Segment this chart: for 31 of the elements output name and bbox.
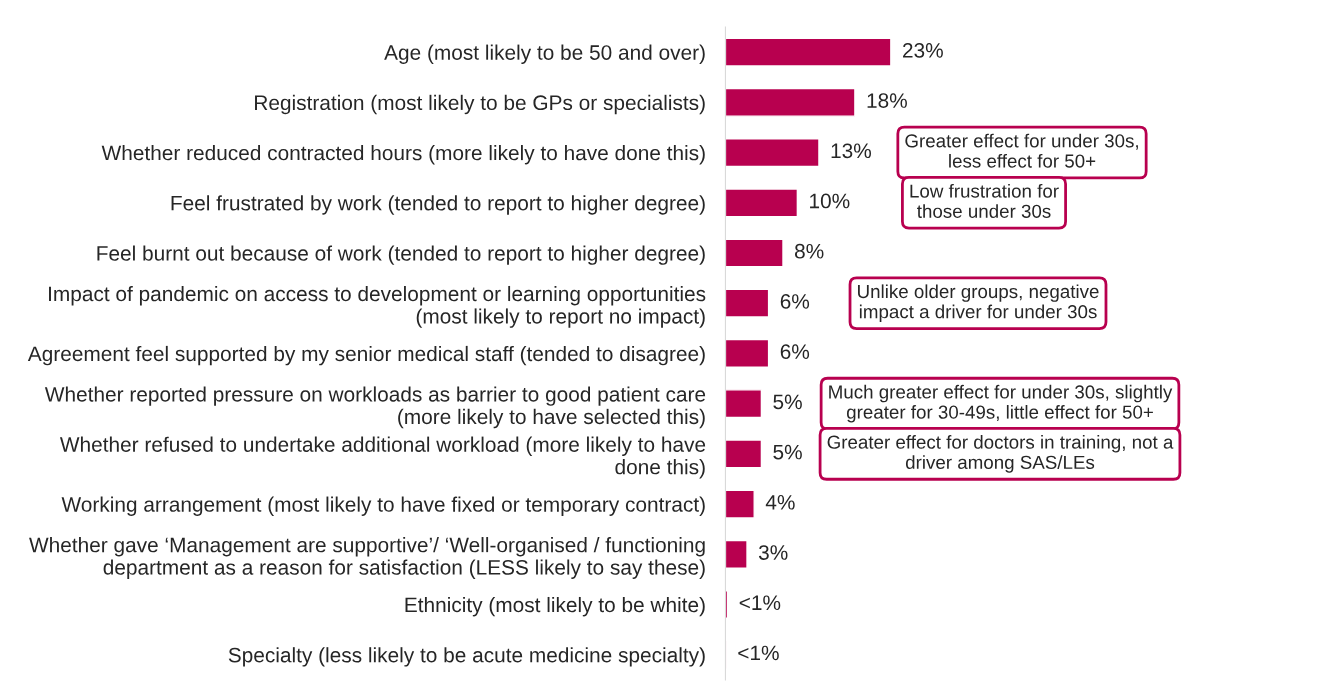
- y-tick-label: Agreement feel supported by my senior medical staff (tended to disagree): [27, 345, 705, 366]
- annotation: Much greater effect for under 30s, slightly greater for 30-49s, little effect for 50+: [829, 384, 1173, 423]
- data-label: 10%: [810, 193, 850, 209]
- annotation: Unlike older groups, negative impact a driver for under 30s: [858, 284, 1099, 323]
- y-tick-label: Age (most likely to be 50 and over): [384, 44, 705, 65]
- y-tick-label: Ethnicity (most likely to be white): [405, 596, 705, 617]
- y-tick-label: Feel frustrated by work (tended to report to higher degree): [171, 195, 705, 215]
- y-tick-label: Working arrangement (most likely to have fixed or temporary contract): [61, 496, 705, 516]
- data-label: 8%: [795, 243, 824, 259]
- data-label: 6%: [780, 344, 810, 360]
- text: Greater effect for under 30s, less effect for 50+: [905, 133, 1138, 168]
- y-tick-label: Whether refused to undertake additional workload (more likely to have done this): [59, 436, 706, 479]
- data-label: 6%: [780, 294, 810, 309]
- data-label: 4%: [765, 495, 795, 510]
- annotation: Greater effect for doctors in training, not a driver among SAS/LEs: [827, 435, 1174, 473]
- data-label: <1%: [739, 595, 781, 611]
- y-tick-label: Registration (most likely to be GPs or specialists): [255, 94, 705, 115]
- y-tick-label: Specialty (less likely to be acute medicine specialty): [228, 647, 705, 667]
- data-label: <1%: [738, 645, 779, 661]
- data-label: 5%: [773, 444, 802, 460]
- y-tick-label: Impact of pandemic on access to development or learning opportunities (most likely to report no impact): [49, 285, 706, 328]
- y-tick-label: Whether reduced contracted hours (more likely to have done this): [101, 145, 705, 165]
- y-tick-label: Whether gave ‘Management are supportive’/ ‘Well-organised / functioning department as a reason for satisfaction (LESS likely to say these): [29, 537, 705, 579]
- text: Low frustration for those under 30s: [910, 183, 1059, 218]
- y-tick-label: Whether reported pressure on workloads as barrier to good patient care (more likely to have selected this): [44, 386, 706, 429]
- data-label: 13%: [831, 143, 872, 159]
- data-label: 5%: [773, 394, 802, 410]
- data-label: 3%: [758, 545, 788, 560]
- y-tick-label: Feel burnt out because of work (tended to report to higher degree): [97, 245, 705, 265]
- data-label: 23%: [903, 42, 943, 58]
- data-label: 18%: [867, 93, 907, 108]
